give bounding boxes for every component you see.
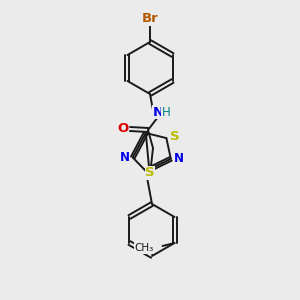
Text: N: N [152,106,164,118]
Text: H: H [162,106,170,118]
Text: Br: Br [142,13,158,26]
Text: N: N [120,151,130,164]
Text: S: S [145,167,155,179]
Text: O: O [117,122,129,136]
Text: S: S [169,130,179,142]
Text: CH₃: CH₃ [134,243,154,253]
Text: N: N [174,152,184,165]
